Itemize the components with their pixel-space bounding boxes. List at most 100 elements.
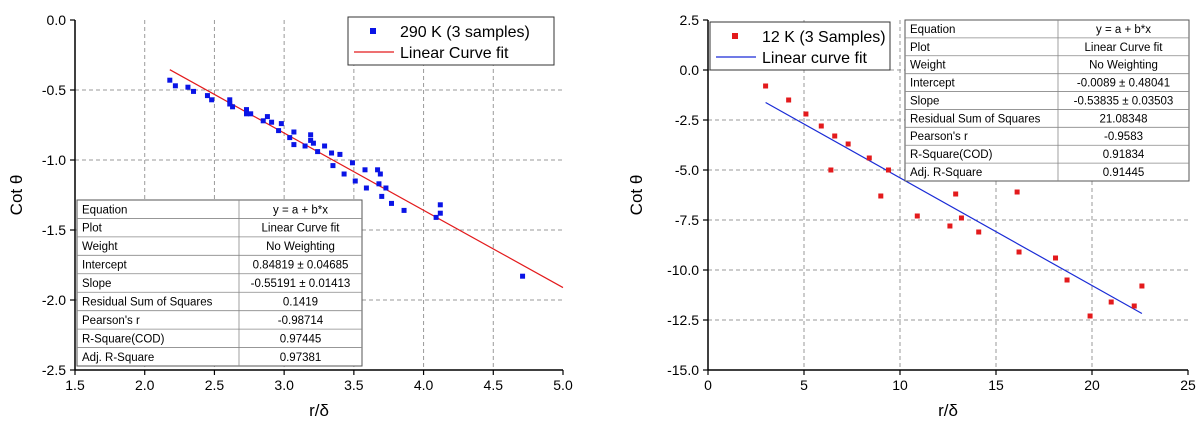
legend-marker-square [370, 28, 376, 34]
data-point [437, 210, 443, 216]
data-point [433, 214, 439, 220]
stats-table-value: Linear Curve fit [262, 223, 341, 235]
y-tick-label: -2.5 [675, 112, 699, 128]
stats-table-label: R-Square(COD) [910, 149, 993, 161]
data-point [172, 83, 178, 89]
stats-table-header-label: Equation [82, 204, 127, 216]
x-tick-label: 3.5 [344, 377, 364, 393]
legend-label: 12 K (3 Samples) [762, 29, 886, 46]
stats-table-value: No Weighting [1089, 60, 1158, 72]
stats-table-label: Pearson's r [910, 131, 968, 143]
data-point [308, 137, 314, 143]
data-point [1131, 303, 1137, 309]
data-point [401, 207, 407, 213]
data-point [832, 133, 838, 139]
data-point [845, 141, 851, 147]
data-point [1064, 277, 1070, 283]
stats-table-value: 0.97445 [280, 333, 322, 345]
data-point [291, 129, 297, 135]
data-point [302, 143, 308, 149]
stats-table-value: -0.98714 [278, 315, 324, 327]
data-point [230, 104, 236, 110]
data-point [379, 193, 385, 199]
x-tick-label: 20 [1084, 377, 1100, 393]
data-point [185, 84, 191, 90]
data-point [520, 273, 526, 279]
stats-table-label: Slope [910, 95, 939, 107]
stats-table-value: -0.53835 ± 0.03503 [1074, 95, 1174, 107]
x-tick-label: 5 [800, 377, 808, 393]
data-point [1108, 299, 1114, 305]
stats-table-label: Residual Sum of Squares [82, 297, 213, 309]
data-point [269, 119, 275, 125]
y-axis-label: Cot θ [7, 175, 26, 216]
data-point [866, 155, 872, 161]
data-point [329, 150, 335, 156]
data-point [276, 128, 282, 134]
y-axis-label: Cot θ [627, 175, 646, 216]
legend-label: 290 K (3 samples) [400, 24, 530, 41]
stats-table-value: 0.91834 [1103, 149, 1145, 161]
data-point [291, 142, 297, 148]
chart-12k: 0 5 10 15 20 25 2.5 0.0 -2.5 -5.0 -7.5 -10.0 -12.5 -1… [627, 12, 1196, 420]
data-point [278, 121, 284, 127]
data-point [248, 111, 254, 117]
y-tick-label: -1.0 [42, 152, 66, 168]
stats-table-value: -0.0089 ± 0.48041 [1077, 78, 1170, 90]
stats-table [76, 199, 363, 367]
data-point [209, 97, 215, 103]
stats-table-label: Plot [82, 223, 103, 235]
stats-table-label: Pearson's r [82, 315, 140, 327]
data-point [1053, 255, 1059, 261]
data-point [227, 97, 233, 103]
data-point [1087, 313, 1093, 319]
stats-table-value: -0.9583 [1104, 131, 1143, 143]
stats-table-label: Weight [82, 241, 118, 253]
stats-table-label: Plot [910, 42, 931, 54]
legend-marker-square [732, 33, 738, 39]
y-tick-label: 2.5 [680, 12, 700, 28]
y-tick-label: 0.0 [680, 62, 700, 78]
stats-table-label: R-Square(COD) [82, 333, 165, 345]
legend-label: Linear curve fit [762, 50, 867, 67]
stats-table-label: Adj. R-Square [910, 167, 982, 179]
y-tick-label: -7.5 [675, 212, 699, 228]
stats-table-label: Adj. R-Square [82, 352, 154, 364]
data-point [363, 185, 369, 191]
y-tick-label: -12.5 [667, 312, 699, 328]
stats-table-value: -0.55191 ± 0.01413 [251, 278, 351, 290]
data-point [243, 111, 249, 117]
y-tick-label: -0.5 [42, 82, 66, 98]
stats-table-header-value: y = a + b*x [1096, 24, 1151, 36]
data-point [947, 223, 953, 229]
x-tick-label: 4.5 [484, 377, 504, 393]
data-point [191, 88, 197, 94]
stats-table-value: 0.97381 [280, 352, 322, 364]
data-point [204, 93, 210, 99]
data-point [322, 143, 328, 149]
legend-label: Linear Curve fit [400, 45, 509, 62]
chart-290k: 1.5 2.0 2.5 3.0 3.5 4.0 4.5 5.0 0.0 -0.5 -1.0 -1.5 -… [7, 12, 573, 420]
x-tick-label: 2.0 [135, 377, 155, 393]
y-tick-label: -10.0 [667, 262, 699, 278]
data-point [803, 111, 809, 117]
stats-table-label: Weight [910, 60, 946, 72]
data-point [349, 160, 355, 166]
data-point [330, 163, 336, 169]
stats-table-header-label: Equation [910, 24, 955, 36]
stats-table-label: Intercept [82, 260, 128, 272]
stats-table-value: Linear Curve fit [1085, 42, 1164, 54]
data-point [389, 200, 395, 206]
data-point [763, 83, 769, 89]
data-point [264, 114, 270, 120]
x-tick-label: 5.0 [553, 377, 573, 393]
data-point [437, 202, 443, 208]
stats-table-value: 0.91445 [1103, 167, 1145, 179]
data-point [914, 213, 920, 219]
legend-box [347, 16, 555, 66]
data-point [976, 229, 982, 235]
x-tick-label: 0 [704, 377, 712, 393]
x-tick-label: 4.0 [414, 377, 434, 393]
stats-table-label: Intercept [910, 78, 956, 90]
data-point [375, 167, 381, 173]
